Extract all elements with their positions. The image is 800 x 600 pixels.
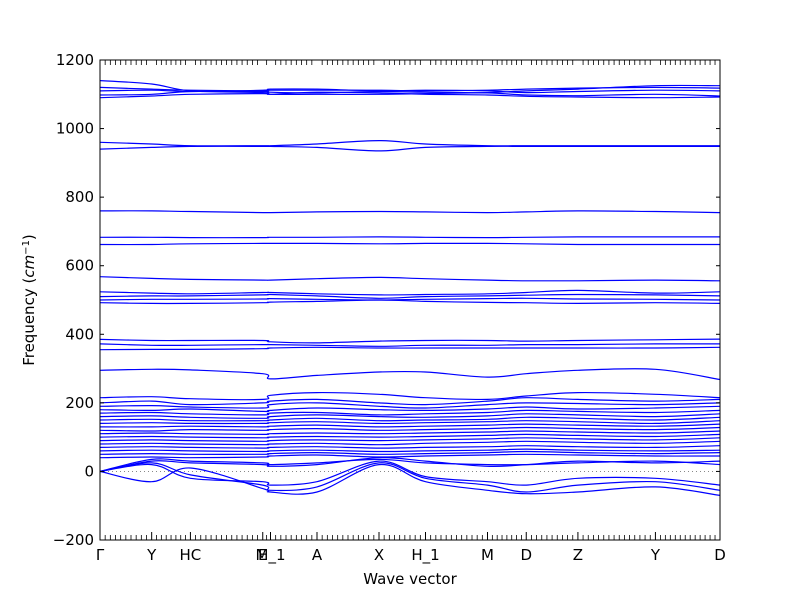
band-line-6 xyxy=(99,139,720,147)
y-axis-label: Frequency (cm−1) xyxy=(20,234,38,366)
band-line-19 xyxy=(99,368,721,381)
x-tick-label: Y xyxy=(146,546,157,564)
x-tick-label: Z xyxy=(573,546,583,564)
x-tick-label: A xyxy=(312,546,323,564)
band-line-41 xyxy=(99,462,721,493)
band-line-23 xyxy=(99,405,721,413)
band-line-34 xyxy=(99,445,721,449)
band-line-22 xyxy=(99,402,721,409)
x-tick-label: Y xyxy=(650,546,661,564)
band-line-2 xyxy=(99,86,721,92)
band-line-27 xyxy=(99,420,721,425)
band-line-21 xyxy=(99,397,721,406)
band-line-25 xyxy=(99,413,721,419)
band-line-7 xyxy=(99,145,720,152)
y-tick-label: 1200 xyxy=(56,51,94,69)
x-axis-label: Wave vector xyxy=(363,570,457,588)
band-line-37 xyxy=(99,453,721,459)
band-line-12 xyxy=(99,289,721,296)
x-tick-label: H_1 xyxy=(411,546,439,565)
band-line-28 xyxy=(99,423,721,428)
band-line-15 xyxy=(99,299,721,305)
y-tick-label: 400 xyxy=(65,325,94,343)
band-line-42 xyxy=(99,463,721,496)
band-line-29 xyxy=(99,426,721,432)
band-line-31 xyxy=(99,433,721,439)
band-line-5 xyxy=(99,91,721,99)
x-tick-label: HC xyxy=(180,546,202,564)
band-line-39 xyxy=(99,458,721,472)
x-tick-label: D xyxy=(714,546,726,564)
band-line-40 xyxy=(99,460,721,486)
band-line-8 xyxy=(99,210,721,214)
x-tick-label: M xyxy=(481,546,494,564)
band-line-18 xyxy=(99,346,721,351)
band-line-16 xyxy=(99,338,721,344)
band-line-36 xyxy=(99,450,721,455)
band-line-9 xyxy=(99,236,720,239)
band-line-32 xyxy=(99,437,721,442)
band-line-38 xyxy=(99,457,721,472)
band-line-26 xyxy=(99,416,721,422)
band-line-35 xyxy=(99,448,721,453)
band-line-33 xyxy=(99,440,721,446)
y-tick-label: 200 xyxy=(65,394,94,412)
band-line-11 xyxy=(99,276,721,282)
x-tick-label: E xyxy=(258,546,267,564)
x-tick-label: X xyxy=(374,546,384,564)
x-tick-label: Γ xyxy=(96,546,105,564)
y-tick-label: 0 xyxy=(84,462,94,480)
y-tick-label: 600 xyxy=(65,257,94,275)
phonon-bands xyxy=(99,80,721,496)
y-tick-label: −200 xyxy=(53,531,94,549)
band-line-17 xyxy=(99,343,721,347)
y-tick-label: 800 xyxy=(65,188,94,206)
x-axis-ticks: Γ Y HC EM_1 A X H_1 M D Z Y D xyxy=(96,60,726,565)
x-tick-label: D xyxy=(520,546,532,564)
band-line-13 xyxy=(99,293,721,299)
band-line-24 xyxy=(99,409,721,416)
y-axis-ticks: −200 0 200 400 600 800 1000 1200 xyxy=(53,51,720,549)
y-tick-label: 1000 xyxy=(56,120,94,138)
band-line-20 xyxy=(99,391,721,401)
band-line-10 xyxy=(99,242,720,246)
plot-frame xyxy=(99,59,721,541)
x-tick-label: M_1 xyxy=(256,546,286,565)
band-line-30 xyxy=(99,430,721,436)
band-line-4 xyxy=(99,90,721,97)
